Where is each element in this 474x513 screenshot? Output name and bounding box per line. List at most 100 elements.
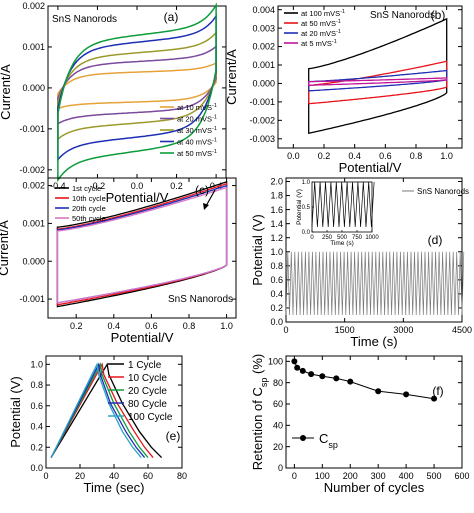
legend-label: 10th cycle [72, 194, 106, 203]
data-point [403, 391, 410, 398]
legend-sup: -1 [212, 103, 217, 109]
x-tick-label: 0.4 [108, 321, 121, 331]
x-tick-label: 0.0 [287, 151, 300, 161]
x-axis-label: Potential/V [339, 160, 402, 175]
y-tick-label: 0.4 [30, 422, 43, 432]
x-tick-label: -0.2 [90, 181, 106, 191]
cv-loop [57, 44, 217, 125]
x-tick-label: 1500 [335, 325, 355, 335]
legend-sup: -1 [212, 149, 217, 155]
inset-x-tick-label: 500 [337, 235, 348, 241]
x-tick-label: 1.0 [440, 151, 453, 161]
x-axis-label: Potential/V [111, 330, 174, 345]
inset-x-axis-label: Time (s) [330, 240, 354, 247]
y-tick-label: 0.8 [270, 261, 283, 271]
y-axis-label: Current/A [0, 64, 13, 120]
y-tick-label: 0.004 [252, 5, 275, 15]
panel-b: 0.0 0.2 0.4 0.6 0.8 1.0 -0.003 -0.002 -0.001 0.00… [224, 5, 463, 175]
y-tick-label: 20 [273, 442, 283, 452]
panel-d: 0 1500 3000 4500 0.0 0.2 0.4 0.6 0.8 1.0 1.2 1.4 1.6… [250, 177, 472, 349]
y-tick-label: 80 [273, 378, 283, 388]
y-tick-label: 1.2 [270, 233, 283, 243]
legend-label: at 20 mVS-1 [177, 115, 217, 124]
y-axis-label-suffix: (%) [250, 354, 265, 378]
y-tick-label: 0.0 [270, 317, 283, 327]
cv-loop [57, 30, 217, 141]
x-tick-label: 200 [343, 471, 358, 481]
legend-label: 50th cycle [72, 214, 106, 223]
cycling-trace [285, 251, 465, 316]
legend-label: at 40 mVS-1 [177, 138, 217, 147]
annotation-label: SnS Nanorods [52, 14, 117, 25]
y-tick-label: 1.6 [270, 205, 283, 215]
y-tick-label: 0.000 [252, 79, 275, 89]
data-point [299, 367, 306, 374]
y-tick-label: 40 [273, 420, 283, 430]
legend-label: at 30 mVS-1 [177, 126, 217, 135]
panel-label: (a) [164, 10, 179, 24]
y-tick-label: 0.000 [22, 256, 45, 266]
annotation-label: SnS Nanorods [168, 294, 233, 305]
data-point [431, 395, 438, 402]
annotation-label: SnS Nanorods [370, 10, 435, 21]
y-tick-label: -0.002 [249, 115, 275, 125]
y-tick-label: 0.001 [22, 42, 45, 52]
y-tick-label: 0.003 [252, 23, 275, 33]
x-tick-label: 0.4 [210, 181, 223, 191]
legend-label: at 50 mVS-1 [301, 19, 341, 28]
legend-label: 80 Cycle [128, 399, 167, 410]
cv-loop [308, 77, 448, 86]
legend-label: 1 Cycle [128, 360, 162, 371]
y-tick-label: 1.0 [270, 247, 283, 257]
panel-c: 0.2 0.4 0.6 0.8 1.0 -0.001 0.000 0.001 0.002 Pote… [0, 177, 237, 345]
panel-e: 0 20 40 60 80 0.0 0.2 0.4 0.6 0.8 1.0 Time (sec) Pot… [8, 355, 187, 495]
x-tick-label: 4500 [452, 325, 472, 335]
y-tick-label: -0.001 [19, 294, 45, 304]
y-tick-label: 0.2 [270, 303, 283, 313]
y-axis-label: Retention of Csp (%) [250, 354, 269, 470]
legend-label: at 50 mVS-1 [177, 149, 217, 158]
y-tick-label: 0.2 [30, 442, 43, 452]
x-tick-label: 40 [109, 471, 119, 481]
x-axis-label: Number of cycles [324, 480, 425, 495]
panel-label: (e) [166, 429, 181, 443]
legend-label: 1st cycle [72, 184, 101, 193]
retention-line [293, 361, 435, 400]
x-tick-label: 0.6 [145, 321, 158, 331]
legend-sup: -1 [212, 138, 217, 144]
y-axis-label: Potential (V) [250, 214, 265, 286]
legend-sup: -1 [336, 29, 341, 35]
x-tick-label: 300 [371, 471, 386, 481]
y-tick-label: 0.6 [30, 401, 43, 411]
x-tick-label: 0 [292, 471, 297, 481]
y-axis-label: Current/A [224, 49, 239, 105]
y-tick-label: 1.8 [270, 191, 283, 201]
legend-sub: sp [328, 440, 338, 450]
inset-y-tick-label: 0.0 [302, 230, 311, 236]
legend-marker [300, 435, 306, 441]
x-tick-label: 500 [427, 471, 442, 481]
y-tick-label: -0.002 [19, 165, 45, 175]
data-point [294, 364, 301, 371]
panel-label: (d) [428, 233, 443, 247]
legend-label: Csp [319, 431, 338, 450]
cv-loop [57, 2, 217, 183]
legend-sup: -1 [212, 126, 217, 132]
y-axis-label-sub: sp [259, 378, 269, 388]
data-point [375, 388, 382, 395]
plot-frame [285, 355, 463, 469]
legend-label: 20 Cycle [128, 386, 167, 397]
x-tick-label: 3000 [393, 325, 413, 335]
x-tick-label: 0 [283, 325, 288, 335]
panel-label: (c) [195, 183, 209, 197]
panel-a: -0.4 -0.2 0.0 0.2 0.4 -0.002 -0.001 0.000 0.001 0… [0, 1, 227, 205]
legend-label: at 100 mVS-1 [301, 9, 345, 18]
y-tick-label: 0.6 [270, 275, 283, 285]
x-tick-label: 0.4 [348, 151, 361, 161]
y-tick-label: 1.4 [270, 219, 283, 229]
legend-label: at 5 mVS-1 [301, 39, 337, 48]
plot-frame [285, 177, 463, 323]
y-tick-label: 1.0 [30, 359, 43, 369]
